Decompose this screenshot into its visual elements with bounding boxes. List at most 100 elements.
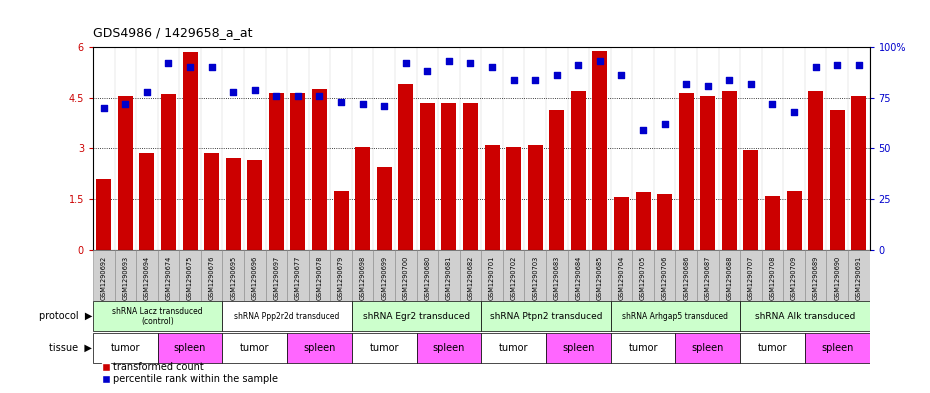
FancyBboxPatch shape xyxy=(546,333,611,363)
Point xyxy=(614,72,629,79)
Bar xyxy=(808,91,823,250)
Text: spleen: spleen xyxy=(562,343,594,353)
Bar xyxy=(398,84,413,250)
FancyBboxPatch shape xyxy=(395,250,417,301)
Point xyxy=(700,83,715,89)
Bar xyxy=(635,192,651,250)
Point xyxy=(140,88,154,95)
FancyBboxPatch shape xyxy=(266,250,287,301)
Text: GSM1290698: GSM1290698 xyxy=(360,256,365,300)
Point xyxy=(635,127,650,133)
Point xyxy=(851,62,866,68)
FancyBboxPatch shape xyxy=(654,250,675,301)
FancyBboxPatch shape xyxy=(352,250,374,301)
Text: GSM1290689: GSM1290689 xyxy=(813,256,818,300)
Point xyxy=(269,93,284,99)
Text: tumor: tumor xyxy=(240,343,270,353)
Point xyxy=(808,64,823,71)
Bar xyxy=(614,197,629,250)
Bar xyxy=(118,96,133,250)
Text: GSM1290688: GSM1290688 xyxy=(726,256,732,300)
Bar xyxy=(787,191,802,250)
Bar xyxy=(679,93,694,250)
FancyBboxPatch shape xyxy=(762,250,783,301)
FancyBboxPatch shape xyxy=(374,250,395,301)
Text: GSM1290692: GSM1290692 xyxy=(100,256,107,300)
Text: GDS4986 / 1429658_a_at: GDS4986 / 1429658_a_at xyxy=(93,26,253,39)
Text: spleen: spleen xyxy=(174,343,206,353)
Bar xyxy=(377,167,392,250)
FancyBboxPatch shape xyxy=(827,250,848,301)
Bar xyxy=(312,89,327,250)
Bar xyxy=(506,147,521,250)
Point xyxy=(247,86,262,93)
FancyBboxPatch shape xyxy=(309,250,330,301)
FancyBboxPatch shape xyxy=(244,250,266,301)
Point xyxy=(830,62,844,68)
Text: GSM1290690: GSM1290690 xyxy=(834,256,840,300)
Text: GSM1290683: GSM1290683 xyxy=(553,256,560,300)
Bar xyxy=(765,196,780,250)
Text: GSM1290687: GSM1290687 xyxy=(705,256,711,300)
Text: GSM1290708: GSM1290708 xyxy=(769,256,776,300)
FancyBboxPatch shape xyxy=(352,301,482,331)
Text: GSM1290709: GSM1290709 xyxy=(791,256,797,300)
Text: GSM1290691: GSM1290691 xyxy=(856,256,862,300)
Point xyxy=(377,103,392,109)
FancyBboxPatch shape xyxy=(719,250,740,301)
Bar xyxy=(527,145,543,250)
FancyBboxPatch shape xyxy=(567,250,589,301)
Text: tumor: tumor xyxy=(629,343,658,353)
FancyBboxPatch shape xyxy=(482,250,503,301)
Bar xyxy=(485,145,499,250)
Bar xyxy=(658,194,672,250)
Text: tumor: tumor xyxy=(111,343,140,353)
FancyBboxPatch shape xyxy=(783,250,804,301)
FancyBboxPatch shape xyxy=(417,333,482,363)
FancyBboxPatch shape xyxy=(158,333,222,363)
Bar xyxy=(355,147,370,250)
FancyBboxPatch shape xyxy=(417,250,438,301)
FancyBboxPatch shape xyxy=(222,301,352,331)
Text: tumor: tumor xyxy=(498,343,528,353)
Point xyxy=(182,64,197,71)
FancyBboxPatch shape xyxy=(503,250,525,301)
Bar xyxy=(182,52,197,250)
Text: GSM1290675: GSM1290675 xyxy=(187,256,193,300)
Text: protocol  ▶: protocol ▶ xyxy=(39,311,92,321)
FancyBboxPatch shape xyxy=(482,333,546,363)
Bar xyxy=(247,160,262,250)
Text: GSM1290701: GSM1290701 xyxy=(489,256,495,300)
Text: tumor: tumor xyxy=(369,343,399,353)
FancyBboxPatch shape xyxy=(632,250,654,301)
FancyBboxPatch shape xyxy=(201,250,222,301)
Point xyxy=(118,101,133,107)
FancyBboxPatch shape xyxy=(136,250,158,301)
Text: GSM1290693: GSM1290693 xyxy=(123,256,128,300)
Text: shRNA Lacz transduced
(control): shRNA Lacz transduced (control) xyxy=(113,307,203,326)
Text: GSM1290703: GSM1290703 xyxy=(532,256,538,300)
Point xyxy=(205,64,219,71)
Text: GSM1290685: GSM1290685 xyxy=(597,256,603,300)
Text: GSM1290676: GSM1290676 xyxy=(208,256,215,300)
Bar xyxy=(592,51,607,250)
Point xyxy=(743,81,758,87)
Text: spleen: spleen xyxy=(303,343,336,353)
FancyBboxPatch shape xyxy=(804,333,870,363)
Bar xyxy=(722,91,737,250)
Text: GSM1290696: GSM1290696 xyxy=(252,256,258,300)
Bar xyxy=(743,150,759,250)
Text: spleen: spleen xyxy=(432,343,465,353)
Text: GSM1290680: GSM1290680 xyxy=(424,256,431,300)
FancyBboxPatch shape xyxy=(287,333,352,363)
Point xyxy=(787,109,802,115)
Text: GSM1290702: GSM1290702 xyxy=(511,256,517,300)
Text: GSM1290678: GSM1290678 xyxy=(316,256,323,300)
Text: GSM1290706: GSM1290706 xyxy=(661,256,668,300)
Bar xyxy=(140,153,154,250)
FancyBboxPatch shape xyxy=(848,250,870,301)
Point xyxy=(765,101,780,107)
Point xyxy=(161,60,176,66)
FancyBboxPatch shape xyxy=(179,250,201,301)
Text: spleen: spleen xyxy=(821,343,854,353)
